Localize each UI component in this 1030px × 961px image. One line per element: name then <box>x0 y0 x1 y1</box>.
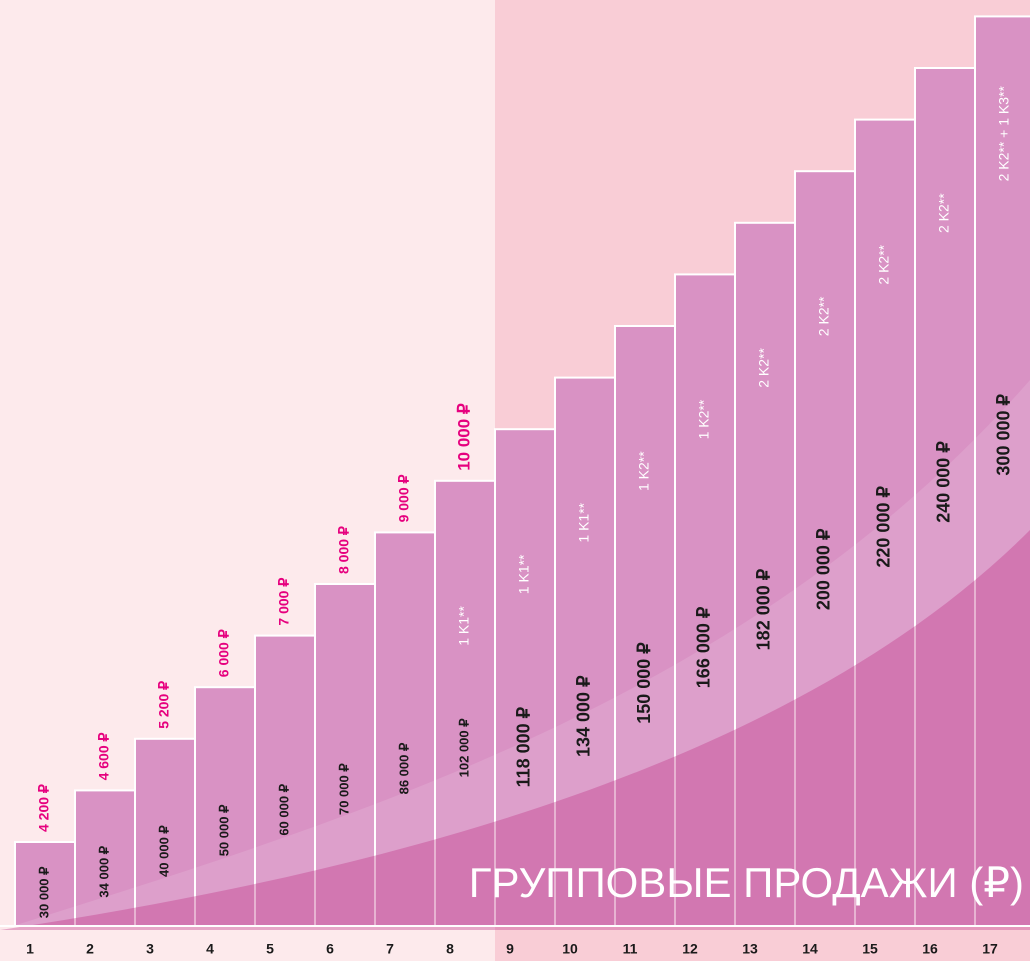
qualification-label: 2 K2** <box>876 244 892 284</box>
sales-label: 70 000 ₽ <box>336 763 351 815</box>
sales-label: 150 000 ₽ <box>634 642 654 724</box>
qualification-label: 1 K2** <box>636 451 652 491</box>
level-number: 15 <box>862 941 878 957</box>
bonus-label: 8 000 ₽ <box>336 526 352 574</box>
bonus-label: 6 000 ₽ <box>216 629 232 677</box>
level-number: 17 <box>982 941 998 957</box>
sales-label: 220 000 ₽ <box>874 486 894 568</box>
level-number: 12 <box>682 941 698 957</box>
bonus-label: 4 600 ₽ <box>96 732 112 780</box>
level-bar <box>374 531 436 928</box>
sales-label: 34 000 ₽ <box>96 845 111 897</box>
level-number: 14 <box>802 941 818 957</box>
qualification-label: 1 K1** <box>576 502 592 542</box>
bonus-label: 9 000 ₽ <box>396 474 412 522</box>
sales-label: 182 000 ₽ <box>754 568 774 650</box>
level-bar <box>434 479 496 927</box>
qualification-label: 1 K1** <box>516 554 532 594</box>
level-number: 3 <box>146 941 154 957</box>
level-number: 2 <box>86 941 94 957</box>
sales-label: 30 000 ₽ <box>36 866 51 918</box>
sales-label: 40 000 ₽ <box>156 825 171 877</box>
curve-area <box>0 530 1030 930</box>
curve-band <box>0 380 1030 930</box>
bonus-label: 5 200 ₽ <box>156 681 172 729</box>
qualification-label: 2 K2** <box>816 296 832 336</box>
sales-label: 118 000 ₽ <box>514 706 534 787</box>
level-bar <box>674 273 736 927</box>
level-bar <box>254 634 316 927</box>
qualification-label: 2 K2** <box>936 193 952 233</box>
level-number: 10 <box>562 941 578 957</box>
sales-label: 134 000 ₽ <box>574 675 594 757</box>
qualification-label: 2 K2** <box>756 348 772 388</box>
level-bar <box>614 325 676 927</box>
level-bar <box>794 170 856 927</box>
qualification-label: 1 K1** <box>456 606 472 646</box>
sales-label: 102 000 ₽ <box>456 718 471 778</box>
chart-title: ГРУППОВЫЕ ПРОДАЖИ (₽) <box>469 859 1024 906</box>
qualification-label: 1 K2** <box>696 399 712 439</box>
level-number: 13 <box>742 941 758 957</box>
bonus-label: 7 000 ₽ <box>276 578 292 626</box>
bonus-label: 4 200 ₽ <box>36 784 52 832</box>
level-number: 6 <box>326 941 334 957</box>
sales-label: 166 000 ₽ <box>694 606 714 688</box>
level-number: 5 <box>266 941 274 957</box>
level-bar <box>314 583 376 927</box>
sales-label: 60 000 ₽ <box>276 783 291 835</box>
sales-label: 300 000 ₽ <box>994 394 1014 476</box>
level-number: 4 <box>206 941 214 957</box>
sales-label: 50 000 ₽ <box>216 804 231 856</box>
sales-label: 200 000 ₽ <box>814 528 834 610</box>
level-number: 9 <box>506 941 514 957</box>
level-number: 16 <box>922 941 938 957</box>
sales-label: 240 000 ₽ <box>934 441 954 523</box>
sales-label: 86 000 ₽ <box>396 742 411 794</box>
level-bar <box>194 686 256 928</box>
level-bar <box>554 376 616 928</box>
level-number: 8 <box>446 941 454 957</box>
bonus-label: 10 000 ₽ <box>454 403 473 471</box>
level-number: 1 <box>26 941 34 957</box>
level-bar <box>734 221 796 928</box>
level-number: 11 <box>623 941 638 957</box>
qualification-label: 2 K2** + 1 K3** <box>996 86 1012 182</box>
level-number: 7 <box>386 941 394 957</box>
